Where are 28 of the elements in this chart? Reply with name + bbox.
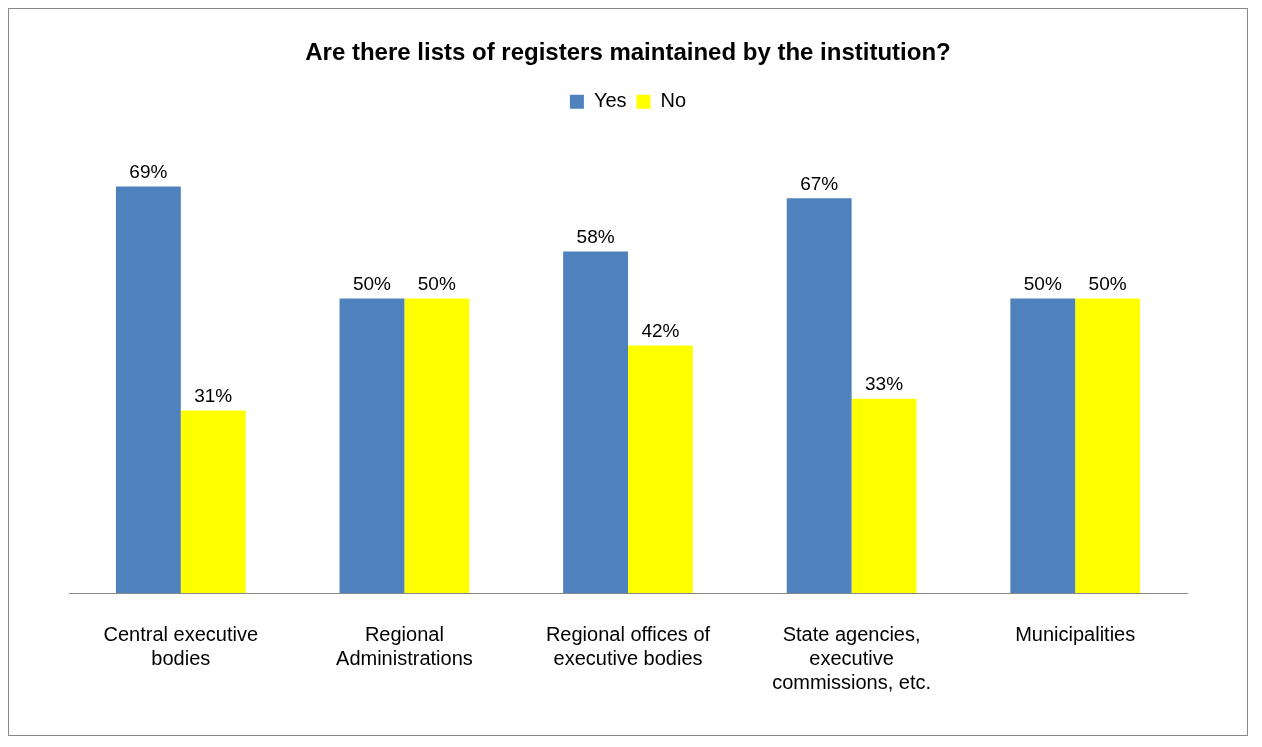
data-label: 58% xyxy=(576,226,615,248)
x-tick-label: Regional Administrations xyxy=(336,622,473,669)
bar xyxy=(628,345,693,593)
bar xyxy=(339,298,405,593)
data-label: 50% xyxy=(352,273,392,295)
x-tick-label: Central executive bodies xyxy=(103,622,259,669)
x-tick-label: Regional offices of executive bodies xyxy=(545,622,711,669)
bar xyxy=(1075,298,1141,593)
data-label: 69% xyxy=(129,161,168,183)
bar xyxy=(851,398,917,593)
x-tick-label: State agencies, executive commissions, etc. xyxy=(772,622,932,693)
data-label: 50% xyxy=(417,273,456,295)
bar xyxy=(786,198,852,593)
bar xyxy=(404,298,470,593)
chart-title: Are there lists of registers maintained by the institution? xyxy=(305,38,951,66)
data-label: 42% xyxy=(641,320,680,342)
bar xyxy=(180,410,246,593)
data-label: 33% xyxy=(865,373,904,395)
bar xyxy=(115,186,181,593)
data-label: 67% xyxy=(800,173,839,195)
legend-label: Yes xyxy=(593,89,627,112)
data-label: 31% xyxy=(194,385,233,407)
legend-label: No xyxy=(660,89,687,112)
data-label: 50% xyxy=(1023,273,1062,295)
x-tick-label: Municipalities xyxy=(1015,622,1136,645)
bar xyxy=(563,251,628,593)
data-label: 50% xyxy=(1088,273,1127,295)
bar xyxy=(1010,298,1076,593)
